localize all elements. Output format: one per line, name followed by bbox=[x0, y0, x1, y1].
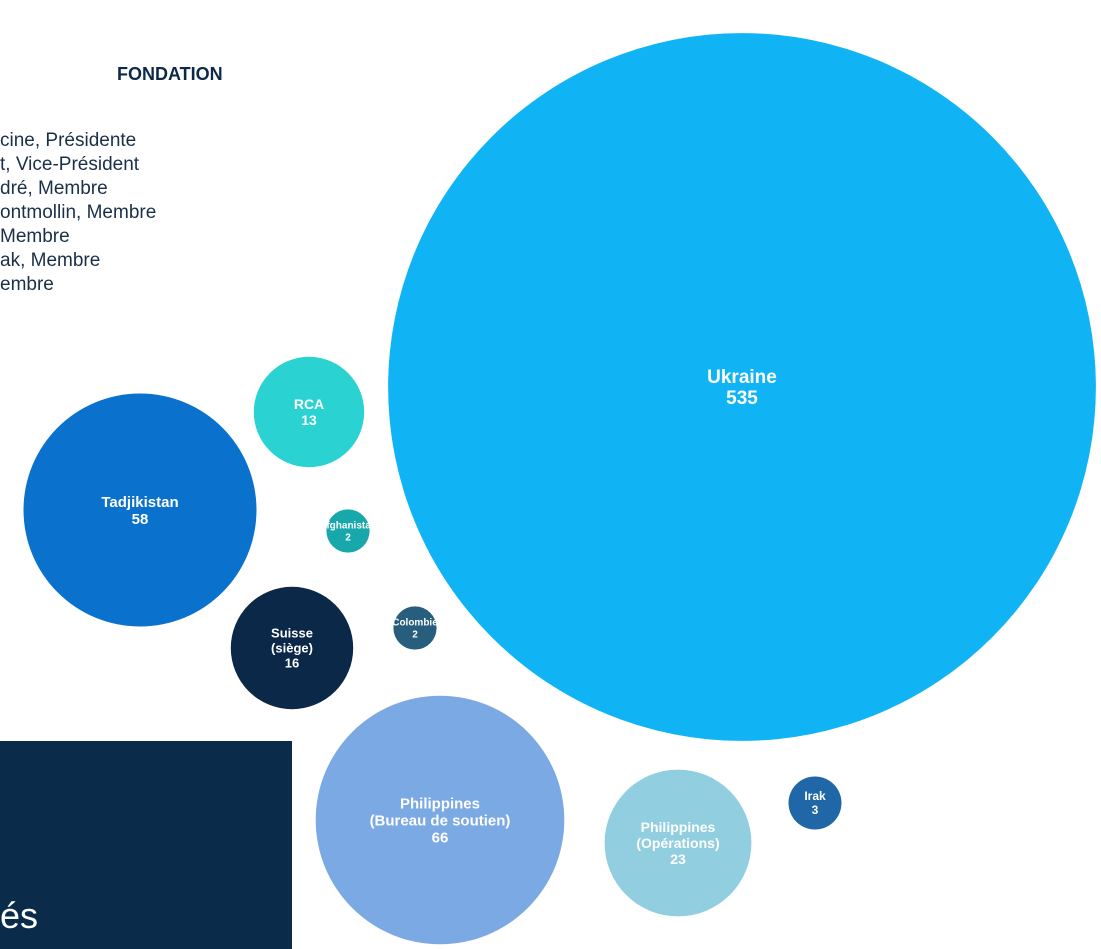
bubble-name-label: Colombie bbox=[392, 618, 438, 629]
bubble-name-label: (Opérations) bbox=[636, 835, 719, 851]
bubble-name-label: Ukraine bbox=[707, 367, 777, 388]
bubble-name-label: Tadjikistan bbox=[101, 494, 178, 511]
bubble-value-label: 13 bbox=[301, 412, 317, 428]
bubble-name-label: Philippines bbox=[641, 819, 716, 835]
board-member: embre bbox=[0, 273, 156, 297]
bubble-name-label: Afghanistan bbox=[319, 521, 377, 532]
footer-text: és bbox=[0, 895, 38, 937]
board-member: cine, Présidente bbox=[0, 129, 156, 153]
bubble-name-label: Suisse bbox=[271, 626, 313, 641]
bubble-name-label: (Bureau de soutien) bbox=[370, 812, 511, 829]
bubble-value-label: 23 bbox=[670, 851, 686, 867]
bubble-group: Philippines(Opérations)23 bbox=[605, 770, 752, 917]
bubble-value-label: 535 bbox=[726, 388, 758, 409]
bubble-name-label: Philippines bbox=[400, 795, 480, 812]
bubble-value-label: 16 bbox=[285, 656, 299, 671]
board-member: ontmollin, Membre bbox=[0, 201, 156, 225]
board-member: dré, Membre bbox=[0, 177, 156, 201]
board-member: ak, Membre bbox=[0, 249, 156, 273]
board-title: FONDATION bbox=[117, 64, 223, 85]
bubble-value-label: 2 bbox=[412, 630, 418, 641]
bubble-name-label: (siège) bbox=[271, 641, 313, 656]
board-member: t, Vice-Président bbox=[0, 153, 156, 177]
bubble-group: Suisse(siège)16 bbox=[231, 587, 353, 709]
bubble-value-label: 66 bbox=[432, 829, 449, 846]
footer-panel: és bbox=[0, 741, 292, 949]
bubble-value-label: 2 bbox=[345, 533, 351, 544]
bubble-value-label: 58 bbox=[132, 511, 149, 528]
bubble-name-label: RCA bbox=[294, 396, 324, 412]
bubble-group: Philippines(Bureau de soutien)66 bbox=[316, 696, 565, 945]
board-members-list: cine, Présidente t, Vice-Président dré, … bbox=[0, 129, 156, 297]
bubble-name-label: Irak bbox=[804, 789, 826, 803]
board-member: Membre bbox=[0, 225, 156, 249]
bubble-value-label: 3 bbox=[812, 803, 819, 817]
